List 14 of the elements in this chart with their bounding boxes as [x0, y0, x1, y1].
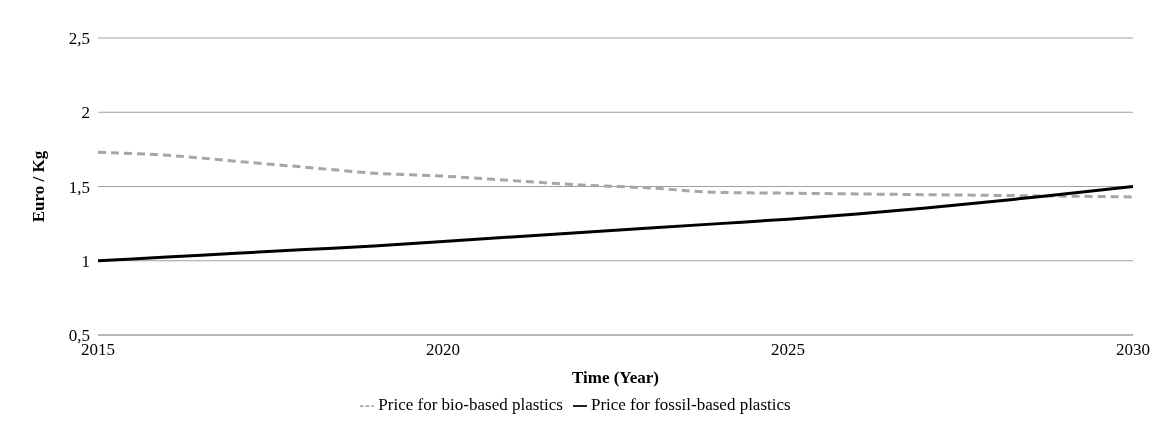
line-series — [98, 150, 1133, 199]
legend-label: Price for bio-based plastics — [378, 395, 563, 414]
x-axis-title: Time (Year) — [571, 368, 660, 387]
legend-label: Price for fossil-based plastics — [590, 395, 791, 414]
y-tick-label: 1 — [81, 251, 90, 271]
y-tick-label: 2,5 — [68, 29, 90, 49]
y-tick-label: 2 — [81, 103, 90, 123]
x-tick-label: 2030 — [1116, 340, 1150, 360]
y-axis-title: Euro / Kg — [29, 150, 49, 223]
line-series — [98, 185, 1133, 263]
x-tick-label: 2015 — [81, 340, 115, 360]
y-tick-label: 1,5 — [68, 177, 90, 197]
x-tick-label: 2025 — [771, 340, 805, 360]
x-tick-label: 2020 — [426, 340, 460, 360]
